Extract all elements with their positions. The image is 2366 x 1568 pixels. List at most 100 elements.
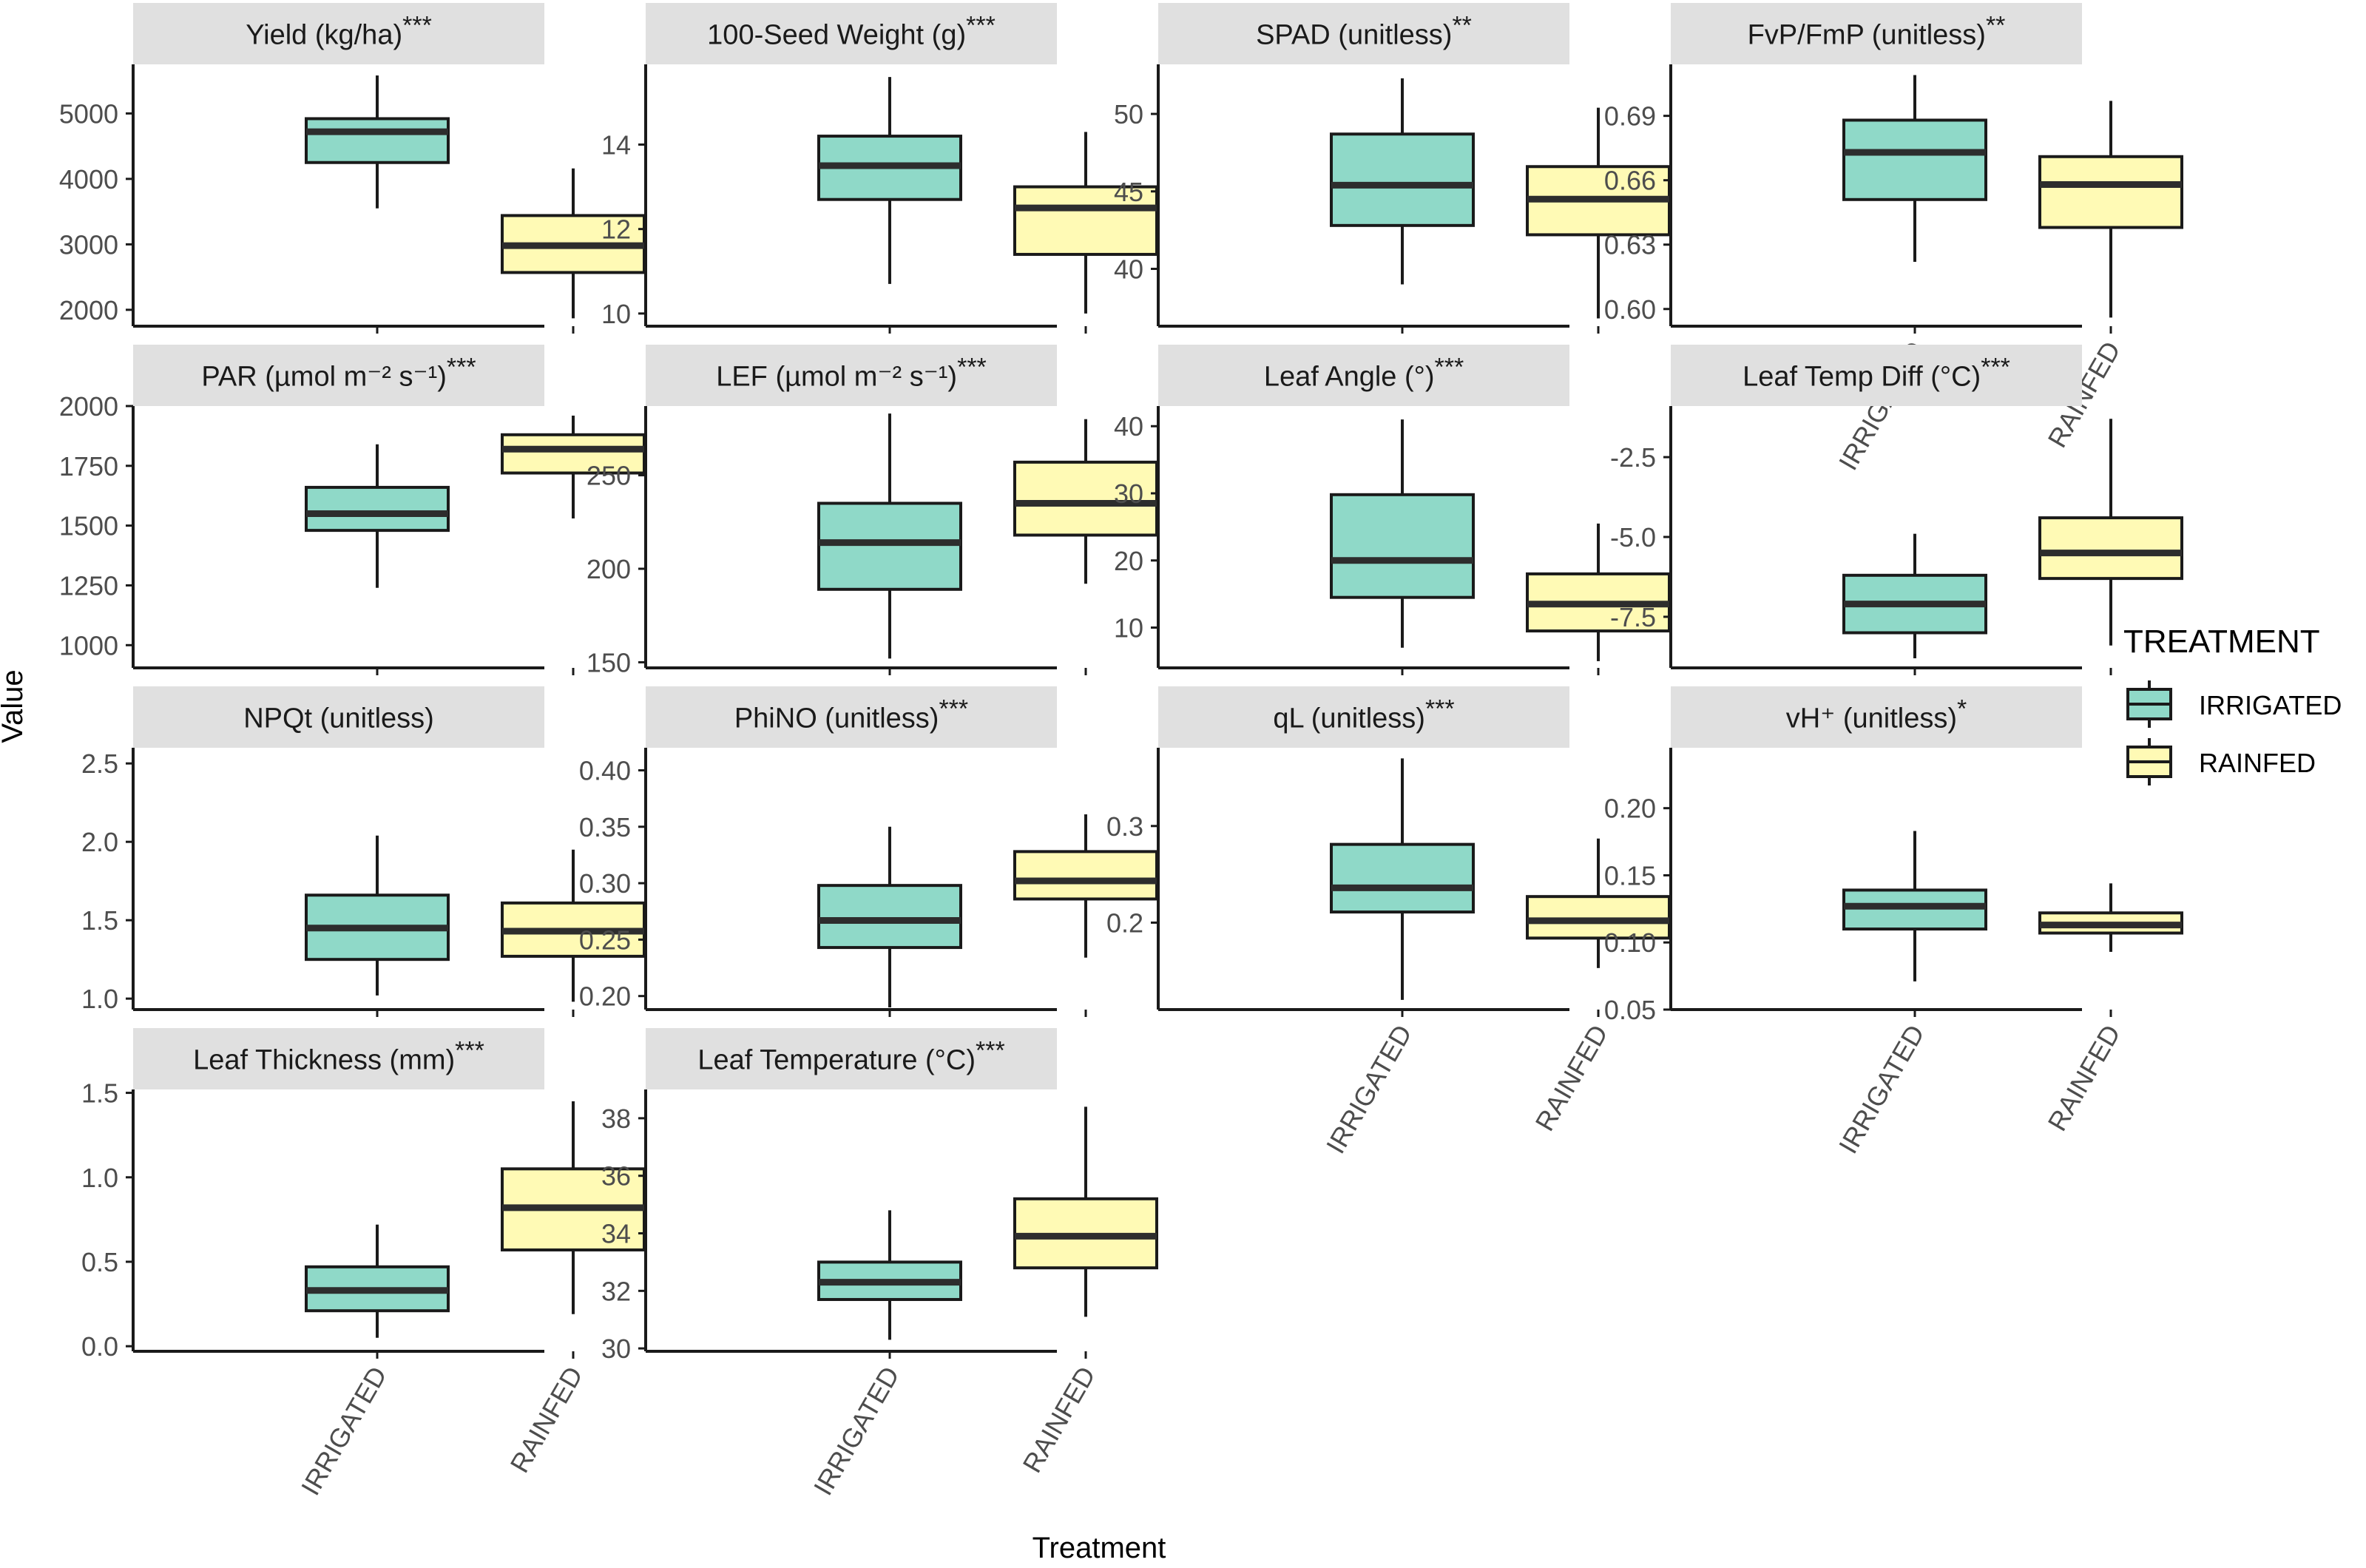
panel-par-mol-m-s-title: PAR (µmol m⁻² s⁻¹)***: [201, 354, 476, 393]
panel-leaf-angle-strip: [1158, 345, 1569, 406]
panel-npqt-unitless-box-irrigated: [305, 835, 450, 996]
panel-100-seed-weight-g-strip: [646, 3, 1057, 64]
panel-lef-mol-m-s-y-tick-label: 150: [587, 647, 631, 677]
panel-leaf-temp-diff-c-box-rainfed: [2038, 419, 2183, 646]
legend-label-irrigated: IRRIGATED: [2199, 690, 2342, 720]
iqr-box: [817, 884, 962, 950]
panel-phino-unitless-y-tick-label: 0.25: [579, 925, 631, 955]
iqr-box: [305, 485, 450, 533]
panel-ql-unitless-strip: [1158, 686, 1569, 748]
panel-phino-unitless-y-tick-label: 0.35: [579, 812, 631, 842]
panel-lef-mol-m-s-box-irrigated: [817, 413, 962, 659]
panel-yield-kg-ha-box-rainfed: [501, 168, 646, 319]
legend-key-rainfed: [2126, 738, 2172, 785]
panel-leaf-temperature-c-strip: [646, 1028, 1057, 1089]
panel-vh-unitless-x-tick-label-irrigated: IRRIGATED: [1833, 1020, 1930, 1159]
legend: TREATMENT IRRIGATED RAINFED: [2123, 624, 2342, 785]
panel-leaf-angle-y-tick-label: 40: [1114, 411, 1143, 442]
panel-vh-unitless-box-rainfed: [2038, 883, 2183, 952]
iqr-box: [1330, 842, 1475, 914]
x-axis-title: Treatment: [1032, 1532, 1166, 1564]
panel-phino-unitless-y-tick-label: 0.40: [579, 756, 631, 786]
panel-leaf-temperature-c-x-tick-label-irrigated: IRRIGATED: [808, 1362, 905, 1501]
panel-yield-kg-ha-box-irrigated: [305, 75, 450, 209]
panel-fvp-fmp-unitless-y-tick-label: 0.69: [1604, 101, 1656, 132]
panel-par-mol-m-s-strip: [133, 345, 544, 406]
panel-par-mol-m-s-box-rainfed: [501, 415, 646, 518]
iqr-box: [1330, 132, 1475, 227]
panel-leaf-temperature-c-y-tick-label: 36: [601, 1161, 631, 1192]
panel-spad-unitless-y-tick-label: 50: [1114, 99, 1143, 129]
panel-100-seed-weight-g-box-irrigated: [817, 77, 962, 284]
panel-vh-unitless-strip: [1671, 686, 2082, 748]
panel-leaf-temperature-c-x-tick-label-rainfed: RAINFED: [1016, 1362, 1101, 1478]
panel-leaf-temperature-c-y-tick-label: 38: [601, 1104, 631, 1134]
panel-par-mol-m-s-y-tick-label: 1250: [59, 570, 118, 601]
panel-yield-kg-ha: Yield (kg/ha)*** 2000 3000 4000 5000: [59, 3, 646, 334]
panel-leaf-temp-diff-c-y-tick-label: -2.5: [1610, 442, 1656, 473]
panel-leaf-thickness-mm-box-rainfed: [501, 1101, 646, 1314]
legend-label-rainfed: RAINFED: [2199, 748, 2316, 778]
panel-fvp-fmp-unitless-y-tick-label: 0.60: [1604, 294, 1656, 325]
iqr-box: [1330, 493, 1475, 599]
panel-yield-kg-ha-y-tick-label: 4000: [59, 164, 118, 195]
panel-spad-unitless-box-rainfed: [1526, 107, 1671, 319]
panel-npqt-unitless-y-tick-label: 1.0: [81, 984, 118, 1014]
panel-phino-unitless-box-rainfed: [1013, 814, 1158, 958]
panel-phino-unitless: PhiNO (unitless)*** 0.20 0.25 0.30 0.35 0.40: [579, 686, 1158, 1017]
panel-lef-mol-m-s-title: LEF (µmol m⁻² s⁻¹)***: [716, 354, 987, 393]
legend-title: TREATMENT: [2123, 624, 2320, 660]
panel-npqt-unitless-y-tick-label: 1.5: [81, 905, 118, 936]
panel-npqt-unitless-y-tick-label: 2.0: [81, 827, 118, 857]
panel-yield-kg-ha-y-tick-label: 2000: [59, 295, 118, 325]
panel-lef-mol-m-s-y-tick-label: 200: [587, 554, 631, 584]
panel-npqt-unitless: NPQt (unitless) 1.0 1.5 2.0 2.5: [81, 686, 646, 1017]
panel-ql-unitless-title: qL (unitless)***: [1273, 695, 1454, 734]
iqr-box: [1842, 888, 1987, 931]
panel-lef-mol-m-s-y-tick-label: 250: [587, 461, 631, 491]
panel-fvp-fmp-unitless-box-rainfed: [2038, 101, 2183, 318]
panel-leaf-angle-y-tick-label: 30: [1114, 479, 1143, 509]
panel-leaf-thickness-mm-x-tick-label-rainfed: RAINFED: [504, 1362, 589, 1478]
iqr-box: [305, 117, 450, 164]
panel-fvp-fmp-unitless-strip: [1671, 3, 2082, 64]
panel-lef-mol-m-s: LEF (µmol m⁻² s⁻¹)*** 150 200 250: [587, 345, 1158, 677]
panel-ql-unitless-y-tick-label: 0.3: [1106, 811, 1143, 842]
panel-leaf-thickness-mm: Leaf Thickness (mm)*** 0.0 0.5 1.0 1.5 IRRIGA…: [81, 1028, 646, 1501]
panels: Yield (kg/ha)*** 2000 3000 4000 5000 100-Seed…: [59, 3, 2183, 1501]
panel-leaf-temperature-c-y-tick-label: 34: [601, 1219, 631, 1249]
panel-leaf-temp-diff-c-y-tick-label: -7.5: [1610, 602, 1656, 632]
panel-100-seed-weight-g-y-tick-label: 14: [601, 129, 631, 160]
panel-leaf-temp-diff-c-strip: [1671, 345, 2082, 406]
panel-phino-unitless-strip: [646, 686, 1057, 748]
panel-spad-unitless-y-tick-label: 40: [1114, 254, 1143, 284]
panel-leaf-thickness-mm-x-tick-label-irrigated: IRRIGATED: [295, 1362, 393, 1501]
panel-leaf-thickness-mm-y-tick-label: 0.5: [81, 1247, 118, 1277]
iqr-box: [2038, 516, 2183, 581]
panel-fvp-fmp-unitless-title: FvP/FmP (unitless)**: [1748, 12, 2006, 51]
panel-phino-unitless-title: PhiNO (unitless)***: [734, 695, 968, 734]
panel-vh-unitless-y-tick-label: 0.05: [1604, 995, 1656, 1025]
panel-npqt-unitless-strip: [133, 686, 544, 748]
iqr-box: [2038, 155, 2183, 229]
panel-ql-unitless-x-tick-label-irrigated: IRRIGATED: [1320, 1020, 1418, 1159]
panel-leaf-thickness-mm-strip: [133, 1028, 544, 1089]
panel-leaf-angle-y-tick-label: 10: [1114, 613, 1143, 643]
panel-ql-unitless-box-irrigated: [1330, 758, 1475, 1000]
panel-leaf-angle-title: Leaf Angle (°)***: [1264, 354, 1464, 393]
panel-spad-unitless-strip: [1158, 3, 1569, 64]
panel-par-mol-m-s-y-tick-label: 1500: [59, 511, 118, 541]
panel-leaf-temperature-c-y-tick-label: 32: [601, 1276, 631, 1306]
panel-leaf-angle-box-irrigated: [1330, 419, 1475, 648]
panel-vh-unitless-y-tick-label: 0.10: [1604, 927, 1656, 958]
panel-leaf-thickness-mm-title: Leaf Thickness (mm)***: [193, 1037, 484, 1076]
panel-leaf-temp-diff-c: Leaf Temp Diff (°C)*** -7.5 -5.0 -2.5: [1610, 345, 2183, 675]
panel-vh-unitless: vH⁺ (unitless)* 0.05 0.10 0.15 0.20 IRRIGATED…: [1604, 686, 2183, 1159]
panel-yield-kg-ha-title: Yield (kg/ha)***: [246, 12, 432, 51]
legend-key-irrigated: [2126, 680, 2172, 728]
panel-par-mol-m-s-y-tick-label: 1000: [59, 630, 118, 660]
panel-yield-kg-ha-strip: [133, 3, 544, 64]
iqr-box: [1013, 850, 1158, 901]
panel-leaf-temperature-c-box-rainfed: [1013, 1106, 1158, 1317]
